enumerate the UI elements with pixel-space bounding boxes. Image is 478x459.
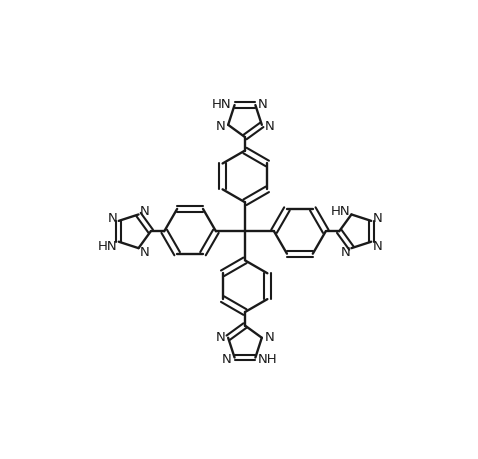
Text: HN: HN <box>98 239 118 252</box>
Text: HN: HN <box>331 205 350 218</box>
Text: N: N <box>140 205 149 218</box>
Text: N: N <box>372 212 382 224</box>
Text: N: N <box>216 330 225 343</box>
Text: N: N <box>140 246 149 258</box>
Text: N: N <box>265 120 274 133</box>
Text: N: N <box>265 330 274 343</box>
Text: N: N <box>341 246 350 258</box>
Text: N: N <box>258 98 268 111</box>
Text: N: N <box>216 120 225 133</box>
Text: HN: HN <box>212 98 232 111</box>
Text: N: N <box>108 212 118 224</box>
Text: NH: NH <box>258 353 278 365</box>
Text: N: N <box>222 353 232 365</box>
Text: N: N <box>372 239 382 252</box>
